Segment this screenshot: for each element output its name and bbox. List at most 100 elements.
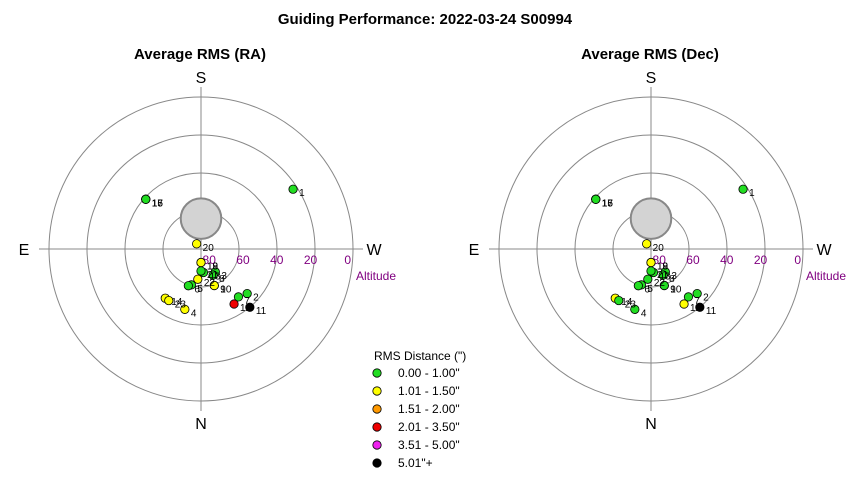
point-label-20: 20 [653, 243, 665, 254]
legend-swatch-5 [372, 458, 382, 468]
data-point-7 [683, 292, 694, 302]
data-point-21 [196, 266, 206, 276]
obstruction-disk [179, 197, 223, 240]
data-point-8 [658, 270, 668, 280]
altitude-tick-0: 0 [794, 253, 801, 267]
altitude-tick-60: 60 [686, 253, 700, 267]
legend-label-0: 0.00 - 1.00" [398, 366, 460, 380]
point-label-14: 14 [171, 297, 183, 308]
point-label-3: 3 [671, 271, 677, 282]
point-label-16: 16 [152, 198, 164, 209]
point-label-6: 6 [644, 285, 650, 296]
point-label-7: 7 [244, 296, 250, 307]
point-label-10: 10 [220, 285, 232, 296]
point-label-12: 12 [690, 303, 702, 314]
compass-east: E [19, 242, 30, 259]
point-label-19: 19 [657, 262, 669, 273]
altitude-tick-20: 20 [754, 253, 768, 267]
data-point-19 [196, 257, 206, 268]
legend-label-4: 3.51 - 5.00" [398, 438, 460, 452]
legend-swatch-2 [372, 404, 382, 414]
data-point-21 [646, 266, 656, 276]
data-point-4 [180, 304, 190, 314]
point-label-20: 20 [203, 243, 215, 254]
panel-title-ra: Average RMS (RA) [134, 46, 266, 63]
data-point-12 [679, 299, 689, 309]
data-point-17 [141, 194, 151, 204]
data-point-11 [245, 302, 255, 312]
legend-label-3: 2.01 - 3.50" [398, 420, 460, 434]
point-label-23: 23 [175, 300, 187, 311]
altitude-tick-80: 80 [203, 253, 217, 267]
point-label-6: 6 [194, 285, 200, 296]
point-label-17: 17 [602, 198, 614, 209]
point-label-5: 5 [647, 284, 653, 295]
data-point-11 [695, 302, 705, 312]
data-point-4 [630, 304, 640, 314]
point-label-15: 15 [602, 198, 614, 209]
data-point-6 [633, 281, 643, 291]
polar-panel-ra: Average RMS (RA) SNE W80 60 40 20 0Altitude12… [19, 46, 397, 433]
legend-label-1: 1.01 - 1.50" [398, 384, 460, 398]
altitude-tick-0: 0 [344, 253, 351, 267]
legend-label-2: 1.51 - 2.00" [398, 402, 460, 416]
point-label-3: 3 [221, 271, 227, 282]
data-point-8 [208, 270, 218, 280]
data-point-20 [192, 239, 202, 249]
data-point-1 [738, 184, 748, 194]
legend-title: RMS Distance (") [374, 349, 466, 363]
point-label-23: 23 [625, 300, 637, 311]
point-label-13: 13 [659, 272, 671, 283]
point-label-18: 18 [207, 262, 219, 273]
legend-swatch-1 [372, 386, 382, 396]
point-label-2: 2 [703, 293, 709, 304]
data-point-2 [692, 288, 702, 299]
data-point-22 [643, 274, 653, 284]
altitude-tick-40: 40 [270, 253, 284, 267]
compass-west: W [366, 242, 382, 259]
compass-north: N [195, 416, 207, 433]
point-label-22: 22 [654, 278, 666, 289]
compass-west: W [816, 242, 832, 259]
altitude-tick-60: 60 [236, 253, 250, 267]
point-label-10: 10 [670, 285, 682, 296]
point-label-4: 4 [641, 308, 647, 319]
point-label-9: 9 [220, 285, 226, 296]
compass-south: S [196, 70, 207, 87]
point-label-19: 19 [207, 262, 219, 273]
point-label-2: 2 [253, 293, 259, 304]
data-point-12 [229, 299, 239, 309]
data-point-22 [193, 274, 203, 284]
point-label-12: 12 [240, 303, 252, 314]
data-point-17 [591, 194, 601, 204]
obstruction-disk [629, 197, 673, 240]
legend-swatch-4 [372, 440, 382, 450]
data-point-20 [642, 239, 652, 249]
altitude-tick-80: 80 [653, 253, 667, 267]
point-label-4: 4 [191, 308, 197, 319]
data-point-19 [646, 257, 656, 268]
data-point-10 [659, 280, 669, 291]
point-label-14: 14 [621, 297, 633, 308]
point-label-7: 7 [694, 296, 700, 307]
compass-north: N [645, 416, 657, 433]
point-label-11: 11 [706, 306, 717, 317]
legend: RMS Distance (") 0.00 - 1.00" 1.01 - 1.50… [372, 349, 466, 470]
point-label-8: 8 [669, 274, 675, 285]
data-point-2 [242, 288, 252, 299]
data-point-1 [288, 184, 298, 194]
point-label-16: 16 [602, 198, 614, 209]
figure-title: Guiding Performance: 2022-03-24 S00994 [278, 11, 573, 28]
point-label-21: 21 [207, 270, 219, 281]
point-label-21: 21 [657, 270, 669, 281]
legend-swatch-3 [372, 422, 382, 432]
point-label-22: 22 [204, 278, 216, 289]
compass-south: S [646, 70, 657, 87]
point-label-18: 18 [657, 262, 669, 273]
point-label-17: 17 [152, 198, 164, 209]
data-point-23 [614, 295, 624, 306]
point-label-13: 13 [209, 272, 221, 283]
point-label-1: 1 [749, 188, 755, 199]
